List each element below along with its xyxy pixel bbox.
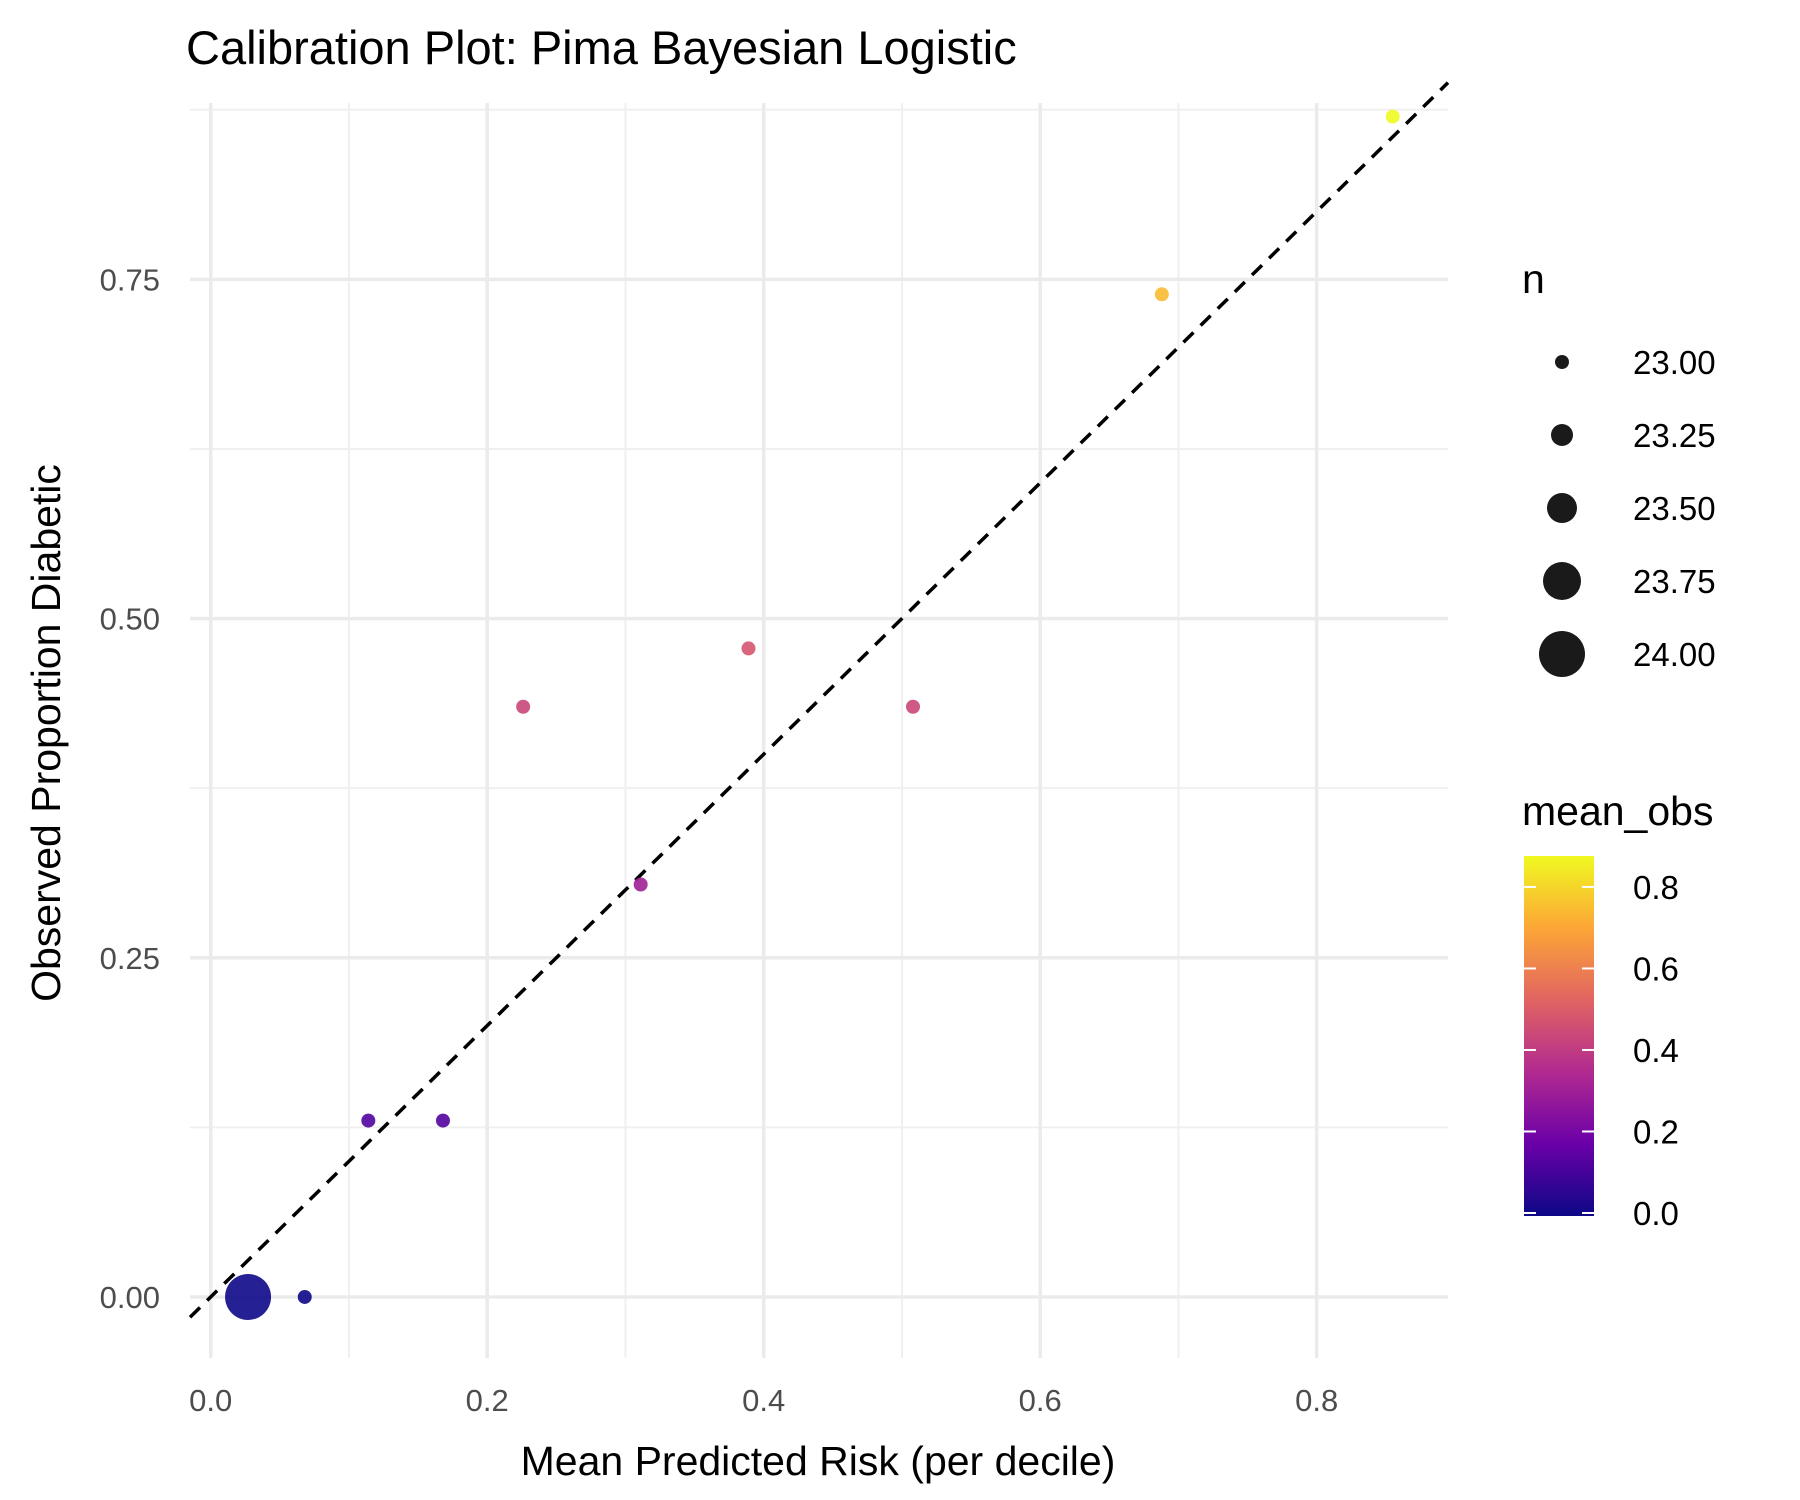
data-point xyxy=(435,1113,450,1128)
data-point xyxy=(516,699,531,714)
data-point xyxy=(633,877,648,892)
data-point xyxy=(361,1113,376,1128)
x-tick-label: 0.8 xyxy=(1295,1383,1338,1418)
grid xyxy=(190,103,1448,1358)
colorbar-label: 0.4 xyxy=(1633,1032,1679,1069)
color-legend-title: mean_obs xyxy=(1522,788,1713,834)
x-tick-label: 0.0 xyxy=(189,1383,232,1418)
colorbar-label: 0.2 xyxy=(1633,1113,1679,1150)
colorbar-label: 0.0 xyxy=(1633,1195,1679,1232)
data-point xyxy=(741,641,756,656)
size-legend-key xyxy=(1555,355,1569,369)
colorbar-label: 0.8 xyxy=(1633,869,1679,906)
x-tick-label: 0.2 xyxy=(466,1383,509,1418)
size-legend-key xyxy=(1551,424,1573,446)
y-tick-label: 0.75 xyxy=(100,262,160,297)
reference-line-group xyxy=(188,81,1450,1319)
data-point xyxy=(906,699,921,714)
colorbar xyxy=(1524,856,1594,1216)
data-point xyxy=(225,1273,272,1320)
y-axis-title: Observed Proportion Diabetic xyxy=(23,464,69,1002)
data-point xyxy=(1154,287,1169,302)
size-legend-label: 23.25 xyxy=(1633,417,1716,454)
x-tick-label: 0.4 xyxy=(742,1383,785,1418)
y-axis-ticks: 0.00 0.25 0.50 0.75 xyxy=(100,262,160,1315)
size-legend-key xyxy=(1547,493,1577,523)
size-legend-title: n xyxy=(1522,256,1545,302)
x-axis-title: Mean Predicted Risk (per decile) xyxy=(521,1438,1116,1484)
data-point xyxy=(1385,109,1400,124)
size-legend-key xyxy=(1539,631,1585,677)
x-axis-ticks: 0.0 0.2 0.4 0.6 0.8 xyxy=(189,1383,1338,1418)
reference-line xyxy=(188,81,1450,1319)
size-legend-label: 23.50 xyxy=(1633,490,1716,527)
color-legend: mean_obs 0.0 0.2 0.4 0.6 0.8 xyxy=(1522,788,1713,1232)
data-points xyxy=(225,109,1400,1320)
chart-title: Calibration Plot: Pima Bayesian Logistic xyxy=(186,21,1017,74)
size-legend-label: 23.75 xyxy=(1633,563,1716,600)
data-point xyxy=(297,1289,312,1304)
x-tick-label: 0.6 xyxy=(1019,1383,1062,1418)
colorbar-label: 0.6 xyxy=(1633,950,1679,987)
size-legend-label: 23.00 xyxy=(1633,344,1716,381)
size-legend-label: 24.00 xyxy=(1633,636,1716,673)
size-legend: n 23.00 23.25 23.50 23.75 24.00 xyxy=(1522,256,1716,677)
y-tick-label: 0.50 xyxy=(100,602,160,637)
size-legend-key xyxy=(1543,562,1581,600)
y-tick-label: 0.25 xyxy=(100,941,160,976)
y-tick-label: 0.00 xyxy=(100,1280,160,1315)
